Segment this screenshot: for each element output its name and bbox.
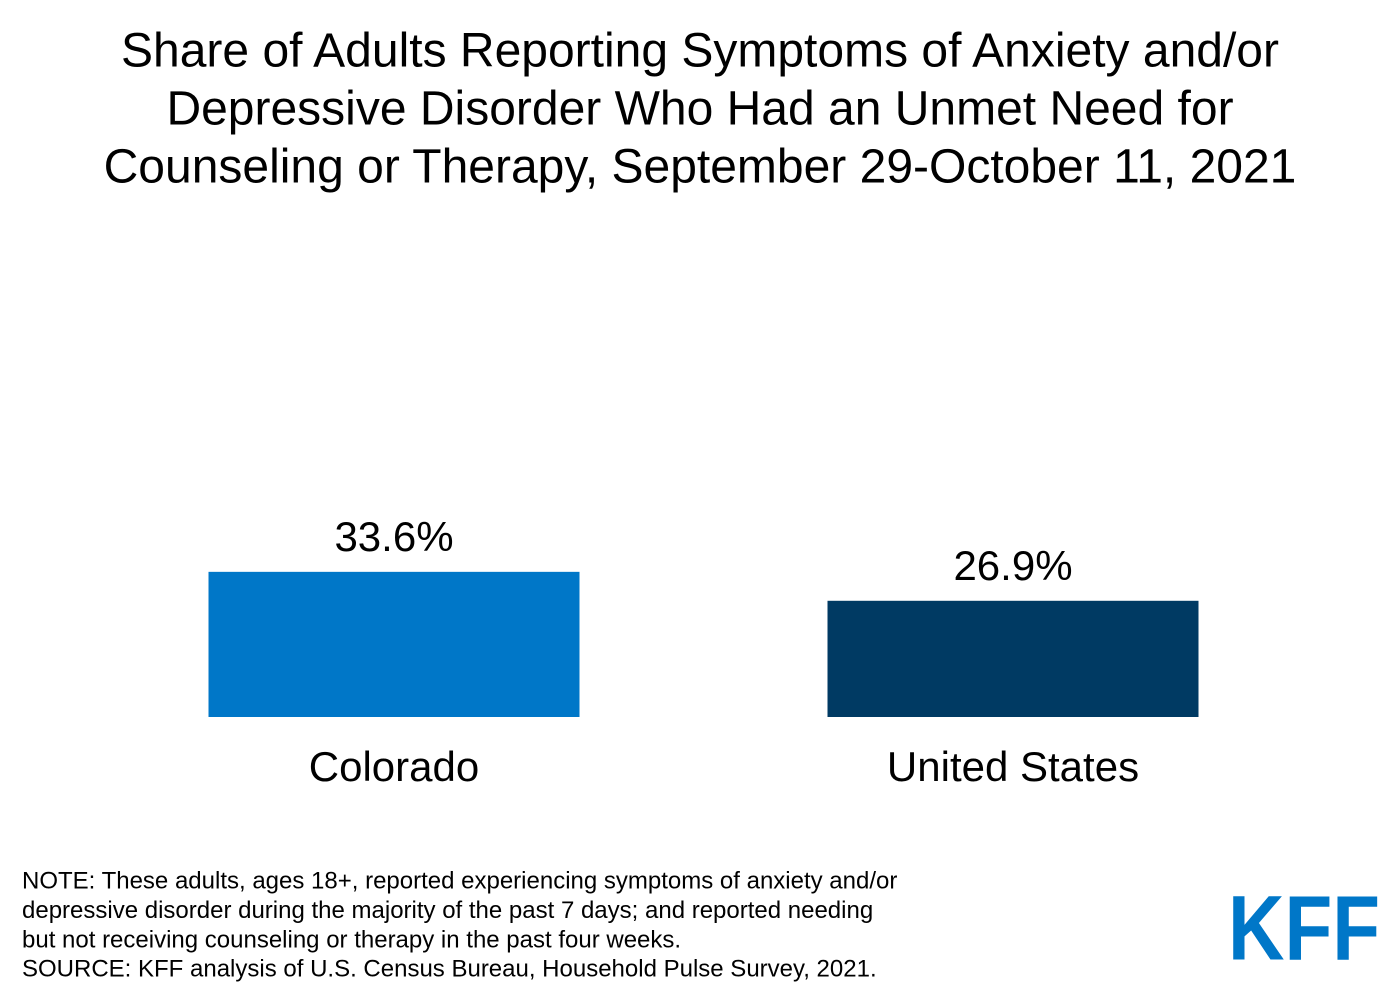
chart-title: Depressive Disorder Who Had an Unmet Nee… (166, 83, 1233, 136)
value-label: 33.6% (334, 513, 453, 560)
source: SOURCE: KFF analysis of U.S. Census Bure… (22, 955, 877, 982)
chart-title: Counseling or Therapy, September 29-Octo… (104, 141, 1297, 194)
value-label: 26.9% (953, 542, 1072, 589)
note: NOTE: These adults, ages 18+, reported e… (22, 867, 897, 894)
note: depressive disorder during the majority … (22, 897, 873, 924)
bar (208, 571, 580, 717)
bar (827, 600, 1199, 717)
chart-title: Share of Adults Reporting Symptoms of An… (121, 25, 1279, 78)
note: but not receiving counseling or therapy … (22, 926, 681, 953)
category-label: United States (887, 743, 1139, 790)
category-label: Colorado (309, 743, 479, 790)
logo: KFF (1228, 877, 1380, 979)
